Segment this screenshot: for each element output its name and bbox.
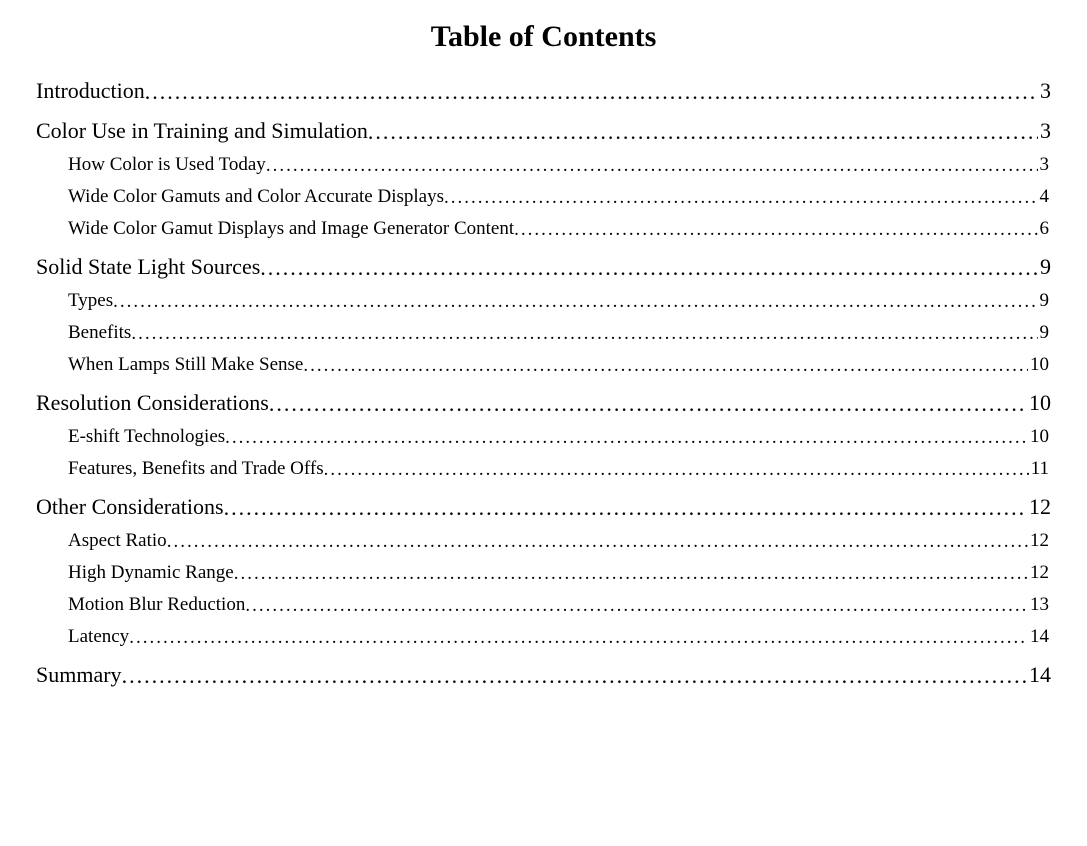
- toc-leader: [444, 187, 1038, 209]
- toc-leader: [122, 663, 1027, 689]
- toc-entry-page: 3: [1038, 78, 1051, 104]
- toc-entry-page: 10: [1027, 390, 1051, 416]
- toc-leader: [324, 459, 1029, 481]
- toc-entry-page: 13: [1028, 594, 1051, 616]
- toc-entry-page: 9: [1038, 254, 1051, 280]
- toc-entry[interactable]: Resolution Considerations 10: [36, 390, 1051, 416]
- toc-entry-label: High Dynamic Range: [68, 562, 234, 584]
- toc-leader: [224, 495, 1027, 521]
- toc-entry-page: 9: [1038, 322, 1052, 344]
- toc-entry[interactable]: How Color is Used Today 3: [36, 154, 1051, 176]
- toc-entry-label: Summary: [36, 662, 122, 688]
- toc-entry[interactable]: Features, Benefits and Trade Offs 11: [36, 458, 1051, 480]
- toc-entry-label: Introduction: [36, 78, 145, 104]
- toc-entry-page: 10: [1028, 354, 1051, 376]
- toc-entry-label: When Lamps Still Make Sense: [68, 354, 303, 376]
- toc-list: Introduction3Color Use in Training and S…: [36, 78, 1051, 688]
- toc-entry-label: Wide Color Gamut Displays and Image Gene…: [68, 218, 514, 240]
- toc-leader: [260, 255, 1038, 281]
- toc-entry[interactable]: When Lamps Still Make Sense 10: [36, 354, 1051, 376]
- toc-entry-page: 14: [1028, 626, 1051, 648]
- toc-entry-page: 3: [1038, 154, 1052, 176]
- toc-entry-label: Benefits: [68, 322, 131, 344]
- toc-title: Table of Contents: [36, 20, 1051, 54]
- toc-entry-label: Latency: [68, 626, 129, 648]
- toc-leader: [266, 155, 1038, 177]
- toc-entry[interactable]: Types 9: [36, 290, 1051, 312]
- toc-entry-label: Aspect Ratio: [68, 530, 167, 552]
- toc-entry[interactable]: Benefits 9: [36, 322, 1051, 344]
- toc-entry-label: How Color is Used Today: [68, 154, 266, 176]
- toc-entry[interactable]: Latency 14: [36, 626, 1051, 648]
- toc-leader: [113, 291, 1037, 313]
- toc-entry-page: 4: [1038, 186, 1052, 208]
- toc-entry[interactable]: E-shift Technologies 10: [36, 426, 1051, 448]
- toc-entry-label: Resolution Considerations: [36, 390, 269, 416]
- toc-entry-page: 3: [1038, 118, 1051, 144]
- toc-entry-label: Features, Benefits and Trade Offs: [68, 458, 324, 480]
- toc-entry[interactable]: Wide Color Gamut Displays and Image Gene…: [36, 218, 1051, 240]
- toc-entry[interactable]: High Dynamic Range 12: [36, 562, 1051, 584]
- toc-entry-label: Color Use in Training and Simulation: [36, 118, 368, 144]
- toc-entry-label: Motion Blur Reduction: [68, 594, 245, 616]
- toc-entry[interactable]: Other Considerations 12: [36, 494, 1051, 520]
- toc-entry[interactable]: Wide Color Gamuts and Color Accurate Dis…: [36, 186, 1051, 208]
- toc-entry-page: 9: [1038, 290, 1052, 312]
- toc-entry-page: 12: [1028, 530, 1051, 552]
- toc-leader: [145, 79, 1038, 105]
- toc-leader: [131, 323, 1037, 345]
- toc-leader: [225, 427, 1028, 449]
- toc-entry[interactable]: Motion Blur Reduction 13: [36, 594, 1051, 616]
- toc-entry-label: Solid State Light Sources: [36, 254, 260, 280]
- toc-leader: [234, 563, 1028, 585]
- toc-entry[interactable]: Color Use in Training and Simulation 3: [36, 118, 1051, 144]
- toc-entry-page: 12: [1027, 494, 1051, 520]
- toc-leader: [514, 219, 1037, 241]
- toc-leader: [368, 119, 1038, 145]
- toc-entry-page: 12: [1028, 562, 1051, 584]
- toc-entry-page: 14: [1027, 662, 1051, 688]
- toc-entry[interactable]: Aspect Ratio 12: [36, 530, 1051, 552]
- toc-entry-page: 10: [1028, 426, 1051, 448]
- toc-leader: [245, 595, 1028, 617]
- toc-leader: [129, 627, 1028, 649]
- toc-entry-label: Types: [68, 290, 113, 312]
- toc-leader: [303, 355, 1028, 377]
- toc-entry-label: Other Considerations: [36, 494, 224, 520]
- toc-leader: [269, 391, 1027, 417]
- toc-entry-page: 6: [1038, 218, 1052, 240]
- toc-entry[interactable]: Summary 14: [36, 662, 1051, 688]
- toc-entry-label: E-shift Technologies: [68, 426, 225, 448]
- toc-entry-label: Wide Color Gamuts and Color Accurate Dis…: [68, 186, 444, 208]
- toc-leader: [167, 531, 1028, 553]
- toc-entry[interactable]: Solid State Light Sources 9: [36, 254, 1051, 280]
- toc-entry[interactable]: Introduction 3: [36, 78, 1051, 104]
- toc-entry-page: 11: [1029, 458, 1051, 480]
